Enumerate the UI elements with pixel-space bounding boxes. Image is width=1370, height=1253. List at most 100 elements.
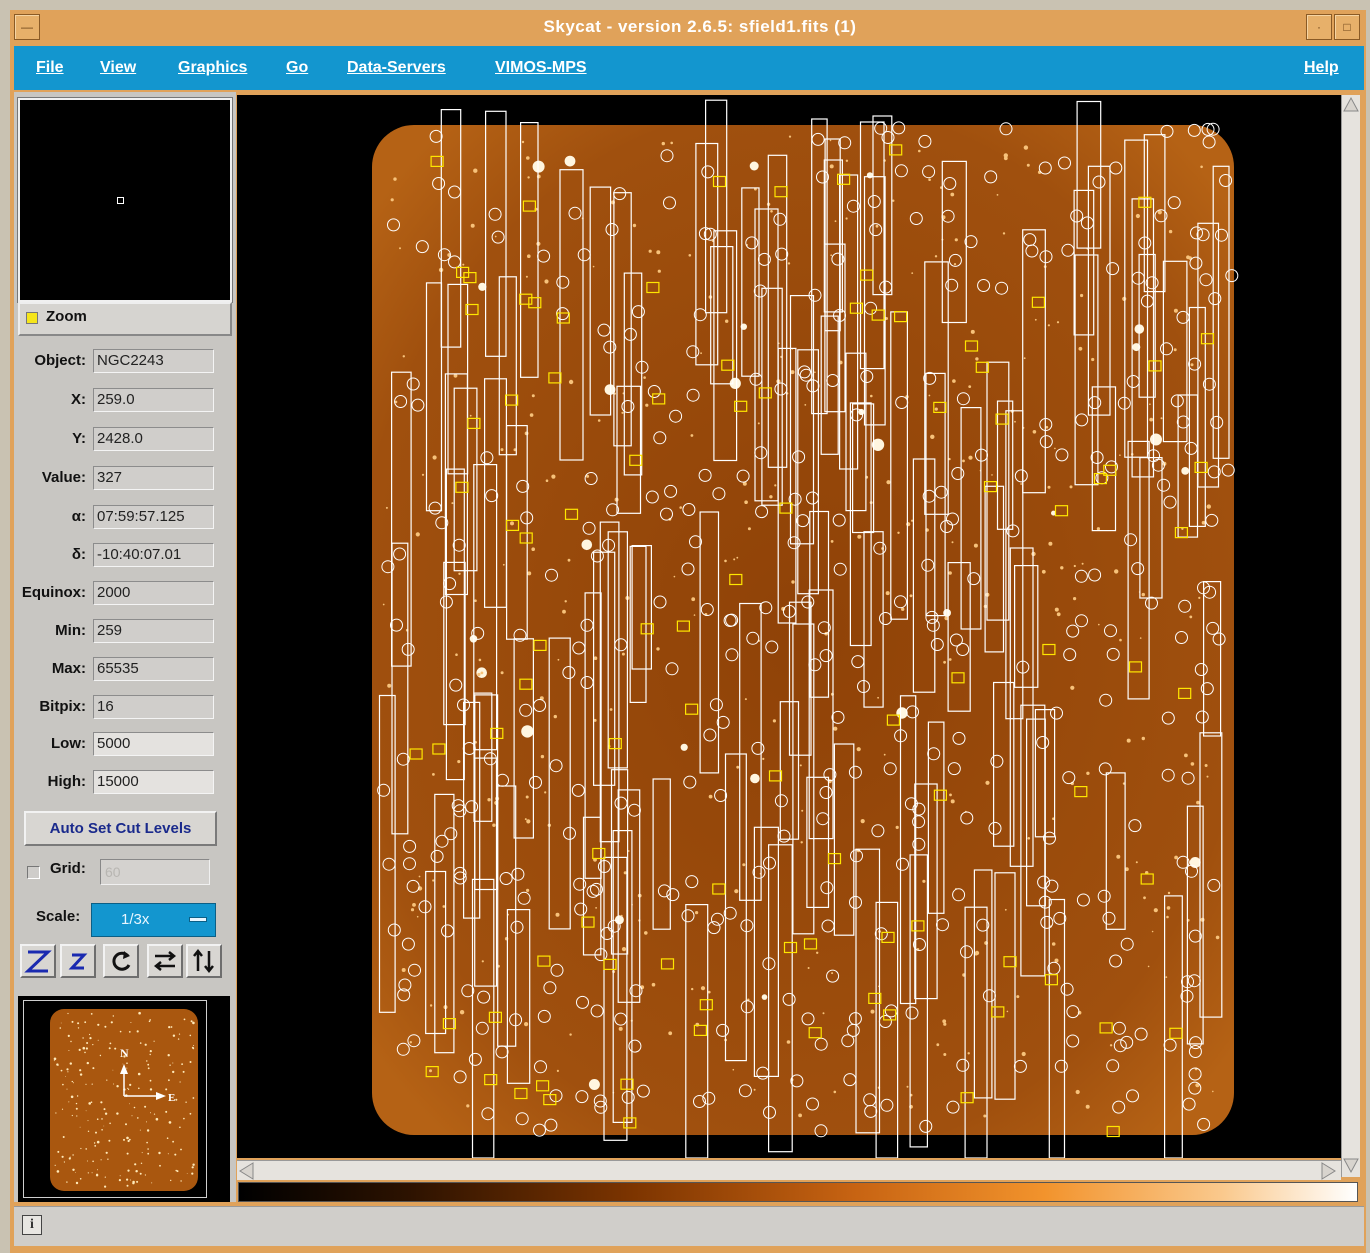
reference-box: [603, 958, 617, 971]
thumbnail-star: [71, 1020, 74, 1023]
auto-set-cut-levels-button[interactable]: Auto Set Cut Levels: [24, 811, 217, 846]
star: [695, 911, 699, 915]
star: [968, 455, 973, 460]
star: [1004, 908, 1007, 911]
target-circle: [621, 1090, 635, 1104]
colormap-bar[interactable]: [238, 1182, 1358, 1202]
target-circle: [1175, 631, 1188, 644]
thumbnail-star: [126, 1178, 129, 1181]
target-circle: [1055, 448, 1069, 462]
target-circle: [520, 511, 534, 525]
target-circle: [1206, 621, 1220, 635]
star: [1166, 915, 1169, 919]
star: [593, 656, 598, 660]
reference-box: [505, 519, 520, 531]
star: [857, 534, 862, 539]
slit-rectangle: [434, 793, 455, 1054]
grid-checkbox[interactable]: [27, 866, 40, 879]
target-circle: [936, 918, 949, 932]
zoom-window[interactable]: [17, 97, 233, 303]
slit-rectangle: [616, 385, 642, 514]
alpha-label: α:: [71, 508, 86, 525]
target-circle: [1075, 614, 1088, 628]
flip-x-button[interactable]: [147, 944, 183, 978]
slit-rectangle: [548, 637, 571, 930]
star: [390, 198, 394, 202]
target-circle: [1039, 418, 1053, 431]
star: [1002, 232, 1006, 235]
target-circle: [1088, 396, 1102, 410]
menu-view[interactable]: View: [100, 59, 137, 76]
star: [1054, 958, 1059, 963]
menu-data-servers[interactable]: Data-Servers: [347, 59, 446, 76]
star: [510, 521, 514, 526]
reference-box: [991, 1006, 1005, 1018]
star: [1151, 930, 1154, 933]
zoom-checkbox[interactable]: [26, 312, 38, 324]
window-menu-button[interactable]: —: [14, 14, 40, 40]
star: [521, 725, 534, 738]
target-circle: [922, 165, 936, 179]
target-circle: [572, 641, 586, 655]
star: [588, 1079, 600, 1090]
target-circle: [896, 857, 909, 871]
star: [1165, 976, 1168, 978]
thumbnail-star: [91, 1172, 93, 1174]
info-icon[interactable]: i: [22, 1215, 42, 1235]
target-circle: [660, 149, 674, 163]
thumbnail-star: [172, 1070, 175, 1074]
star: [1096, 527, 1100, 531]
target-circle: [703, 227, 717, 241]
target-circle: [666, 888, 680, 902]
rotate-button[interactable]: [103, 944, 139, 978]
target-circle: [1199, 273, 1213, 287]
target-circle: [926, 618, 940, 632]
zoom-toggle[interactable]: [18, 302, 232, 336]
star: [1091, 357, 1095, 362]
maximize-button[interactable]: □: [1334, 14, 1360, 40]
thumbnail-star: [96, 1173, 99, 1176]
thumbnail-star: [103, 1108, 106, 1111]
target-circle: [712, 487, 726, 501]
target-circle: [453, 1070, 467, 1084]
slit-rectangle: [652, 778, 671, 930]
low-input[interactable]: 5000: [93, 732, 214, 756]
flip-y-button[interactable]: [186, 944, 222, 978]
horizontal-scrollbar[interactable]: [237, 1160, 1341, 1180]
target-circle: [1187, 123, 1201, 137]
slit-rectangle: [473, 692, 493, 822]
reference-box: [528, 297, 542, 309]
star: [831, 972, 834, 975]
star: [948, 571, 952, 575]
zoom-out-button[interactable]: [60, 944, 96, 978]
target-circle: [580, 618, 594, 632]
menu-vimos-mps[interactable]: VIMOS-MPS: [495, 59, 587, 76]
slit-rectangle: [445, 468, 465, 781]
zoom-in-button[interactable]: [20, 944, 56, 978]
menu-go[interactable]: Go: [286, 59, 309, 76]
menu-help[interactable]: Help: [1304, 59, 1339, 76]
thumbnail-star: [170, 1026, 173, 1028]
star: [695, 1022, 700, 1027]
reference-box: [629, 454, 643, 466]
thumbnail-star: [144, 1105, 147, 1108]
menu-graphics[interactable]: Graphics: [178, 59, 248, 76]
title-bar[interactable]: [10, 10, 1366, 44]
star: [950, 799, 955, 804]
target-circle: [1187, 974, 1201, 988]
image-canvas[interactable]: [237, 95, 1341, 1158]
thumbnail-star: [93, 1142, 96, 1144]
menu-file[interactable]: File: [36, 59, 64, 76]
target-circle: [586, 884, 600, 898]
target-circle: [1109, 954, 1123, 968]
star: [399, 247, 401, 250]
thumbnail-star: [192, 1163, 195, 1166]
target-circle: [892, 121, 906, 135]
thumbnail-star: [85, 1047, 88, 1050]
high-input[interactable]: 15000: [93, 770, 214, 794]
slit-rectangle: [792, 623, 815, 935]
minimize-button[interactable]: ·: [1306, 14, 1332, 40]
target-circle: [693, 308, 707, 322]
star: [643, 376, 646, 379]
vertical-scrollbar[interactable]: [1341, 95, 1360, 1177]
